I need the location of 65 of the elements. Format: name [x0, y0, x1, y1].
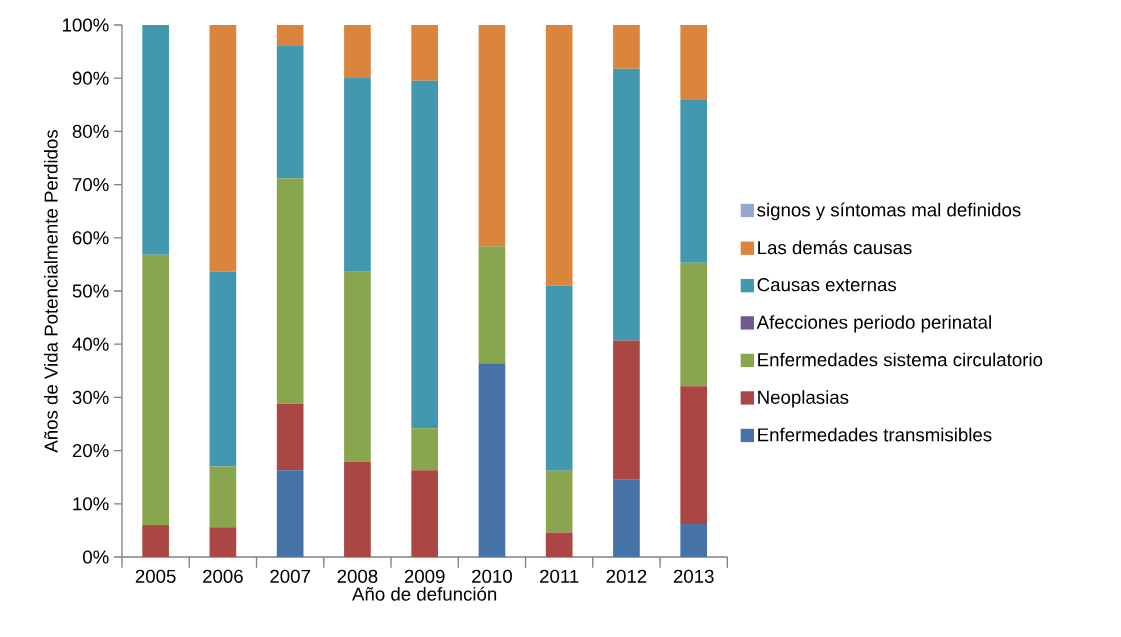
x-tick-label: 2009	[404, 569, 445, 583]
bar	[613, 68, 640, 341]
y-tick-label: 10%	[73, 497, 109, 511]
legend-label: signos y síntomas mal definidos	[757, 202, 1021, 221]
bar	[411, 80, 438, 429]
bar	[276, 25, 304, 46]
x-tick-label: 2008	[337, 569, 378, 583]
bar	[276, 45, 304, 179]
bar	[142, 525, 169, 557]
bar	[209, 466, 237, 528]
bar	[411, 428, 438, 471]
bar	[680, 25, 708, 101]
y-tick-label: 60%	[72, 231, 109, 245]
bar	[478, 246, 506, 364]
y-tick-label: 90%	[72, 71, 109, 85]
y-tick-label: 100%	[62, 18, 109, 32]
y-tick-label: 20%	[72, 443, 109, 458]
bar	[478, 25, 506, 247]
bar	[344, 271, 371, 462]
x-tick-label: 2005	[135, 569, 176, 583]
bar	[680, 262, 708, 387]
bar	[276, 403, 304, 471]
legend-label: Afecciones periodo perinatal	[756, 315, 991, 333]
bar	[680, 524, 708, 557]
bar	[209, 271, 237, 467]
bar	[411, 470, 438, 557]
bar	[209, 527, 237, 557]
bar	[344, 25, 371, 78]
y-tick-label: 70%	[72, 177, 109, 192]
legend-label: Neoplasias	[758, 390, 849, 408]
legend-label: Enfermedades sistema circulatorio	[758, 352, 1043, 367]
bar	[276, 178, 304, 404]
bar	[613, 479, 640, 557]
bar	[545, 25, 573, 286]
bar	[545, 285, 573, 471]
bar	[209, 25, 237, 272]
bar	[613, 340, 640, 480]
x-tick-label: 2013	[673, 569, 714, 583]
bar	[142, 25, 169, 255]
legend-label: Causas externas	[757, 278, 897, 292]
x-tick-label: 2011	[540, 569, 579, 583]
bar	[344, 461, 371, 557]
bar	[680, 386, 708, 525]
bar	[545, 470, 573, 533]
y-tick-label: 40%	[72, 337, 109, 351]
bar	[680, 100, 708, 263]
y-tick-label: 0%	[83, 550, 109, 564]
y-axis-title: Años de Vida Potencialmente Perdidos	[44, 130, 58, 453]
x-tick-label: 2012	[606, 569, 647, 583]
bar	[478, 363, 506, 557]
y-tick-label: 30%	[72, 390, 109, 405]
x-axis-title: Año de defunción	[352, 586, 497, 601]
bar	[411, 25, 438, 81]
bar	[276, 470, 304, 557]
x-tick-label: 2010	[472, 569, 512, 583]
legend-label: Las demás causas	[758, 240, 912, 255]
bar	[545, 532, 573, 557]
x-tick-label: 2006	[203, 569, 243, 583]
y-tick-label: 50%	[72, 284, 109, 298]
bar	[344, 77, 371, 272]
legend-label: Enfermedades transmisibles	[758, 427, 992, 442]
bar	[142, 254, 169, 526]
x-tick-label: 2007	[270, 569, 310, 583]
bar	[613, 25, 640, 69]
y-tick-label: 80%	[72, 124, 109, 139]
